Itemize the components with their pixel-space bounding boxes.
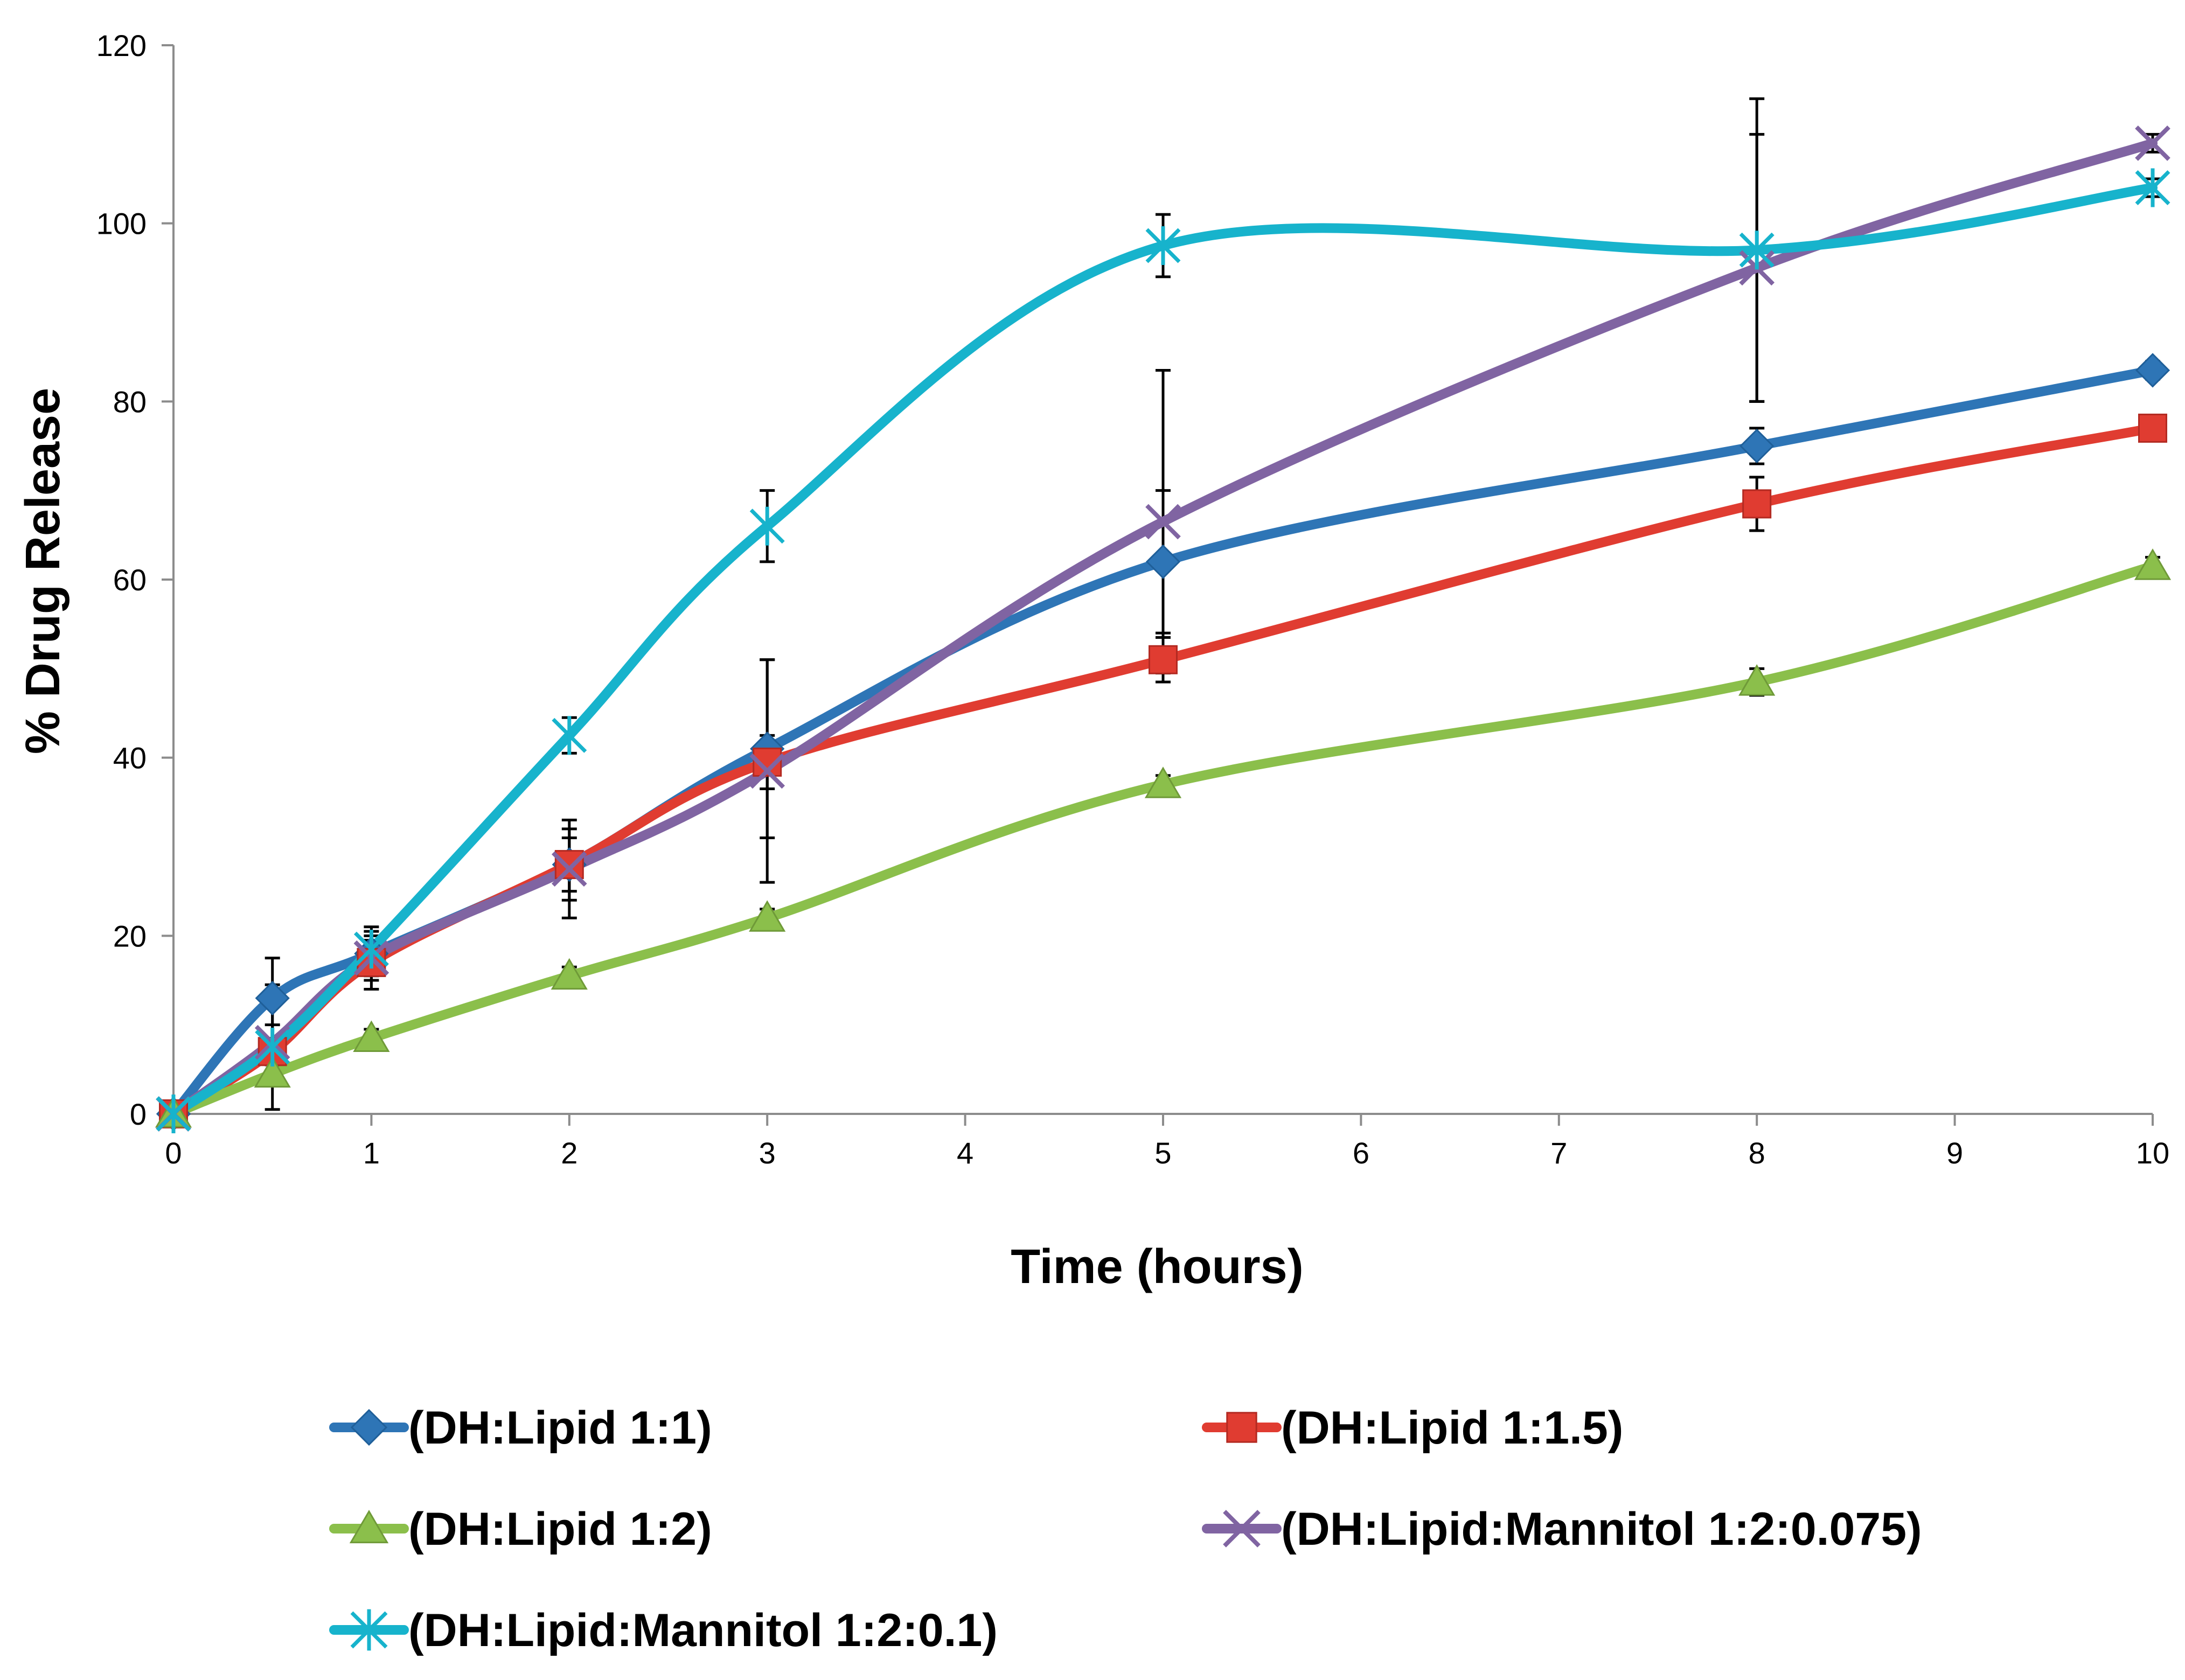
marker-stroke — [749, 753, 785, 789]
marker-stroke — [1145, 504, 1181, 540]
legend-marker — [350, 1609, 388, 1651]
data-point — [156, 1095, 191, 1133]
data-point — [255, 1028, 290, 1066]
legend-entry: (DH:Lipid 1:2) — [329, 1503, 712, 1555]
legend-label: (DH:Lipid 1:1.5) — [1281, 1402, 1623, 1454]
x-tick-label: 2 — [561, 1136, 577, 1170]
legend: (DH:Lipid 1:1) (DH:Lipid 1:1.5) (DH:Lipid … — [329, 1402, 1922, 1656]
data-point — [1145, 544, 1181, 580]
x-tick-label: 10 — [2136, 1136, 2169, 1170]
y-tick-label: 60 — [113, 563, 147, 597]
data-point — [353, 1020, 390, 1052]
y-tick-label: 40 — [113, 741, 147, 775]
legend-label: (DH:Lipid:Mannitol 1:2:0.075) — [1281, 1503, 1922, 1555]
x-tick-label: 6 — [1353, 1136, 1369, 1170]
data-point — [1145, 504, 1181, 540]
data-point — [2135, 168, 2170, 207]
data-point — [2135, 353, 2170, 388]
y-axis-title: % Drug Release — [16, 388, 70, 754]
data-point — [554, 850, 584, 880]
x-tick-label: 9 — [1946, 1136, 1963, 1170]
data-point — [2134, 548, 2172, 580]
legend-label: (DH:Lipid 1:2) — [408, 1503, 712, 1555]
data-point — [551, 958, 588, 990]
marker-stroke — [551, 851, 587, 887]
marker-stroke — [1223, 1510, 1261, 1547]
x-tick-label: 3 — [759, 1136, 776, 1170]
axes: 0 20 40 60 80 100 120 0 1 2 3 4 5 6 7 8 9 10 — [96, 29, 2170, 1170]
data-point — [2138, 413, 2167, 443]
marker-stroke — [2135, 126, 2170, 161]
data-point — [749, 753, 785, 789]
legend-marker — [1223, 1510, 1261, 1547]
legend-entry: (DH:Lipid 1:1) — [329, 1402, 712, 1454]
legend-marker — [1226, 1412, 1257, 1443]
data-markers — [155, 126, 2172, 1133]
data-point — [1739, 231, 1775, 270]
data-point — [552, 716, 587, 755]
legend-label: (DH:Lipid 1:1) — [408, 1402, 712, 1454]
data-point — [1149, 645, 1178, 674]
data-point — [254, 1056, 291, 1088]
error-bars — [265, 97, 2160, 1111]
x-tick-label: 4 — [957, 1136, 973, 1170]
x-axis-title: Time (hours) — [1011, 1240, 1303, 1294]
x-tick-label: 5 — [1154, 1136, 1171, 1170]
data-point — [1144, 766, 1182, 798]
data-point — [353, 930, 389, 969]
y-tick-label: 100 — [96, 207, 147, 241]
legend-entry: (DH:Lipid:Mannitol 1:2:0.075) — [1202, 1503, 1922, 1555]
series-line — [169, 183, 2158, 1119]
data-point — [255, 980, 290, 1016]
x-tick-label: 7 — [1550, 1136, 1567, 1170]
data-point — [1738, 664, 1776, 696]
data-point — [1739, 428, 1775, 464]
y-tick-label: 20 — [113, 919, 147, 953]
data-point — [749, 900, 786, 932]
data-point — [551, 851, 587, 887]
data-point — [749, 506, 785, 546]
data-point — [1145, 226, 1181, 265]
y-tick-label: 120 — [96, 29, 147, 62]
legend-entry: (DH:Lipid:Mannitol 1:2:0.1) — [329, 1605, 998, 1656]
legend-entry: (DH:Lipid 1:1.5) — [1202, 1402, 1623, 1454]
x-tick-label: 8 — [1749, 1136, 1765, 1170]
legend-label: (DH:Lipid:Mannitol 1:2:0.1) — [408, 1605, 998, 1656]
data-point — [2135, 126, 2170, 161]
x-tick-label: 0 — [165, 1136, 182, 1170]
y-tick-label: 80 — [113, 385, 147, 419]
data-point — [1742, 489, 1772, 519]
y-tick-label: 0 — [130, 1097, 147, 1131]
x-tick-label: 1 — [363, 1136, 380, 1170]
legend-marker — [349, 1510, 389, 1544]
legend-marker — [350, 1409, 388, 1446]
